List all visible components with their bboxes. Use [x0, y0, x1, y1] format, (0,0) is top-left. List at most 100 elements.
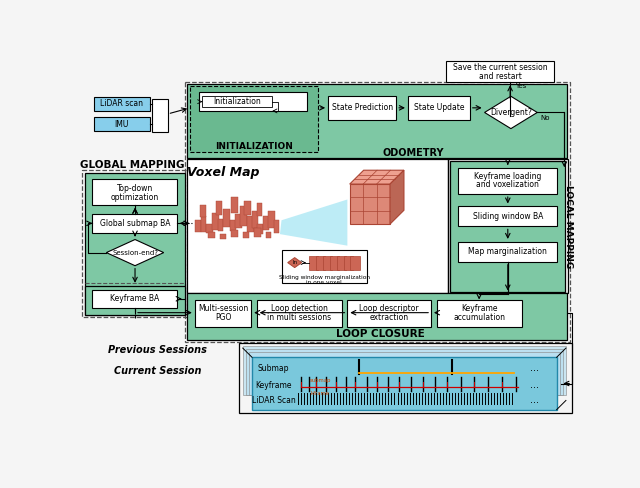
Bar: [328, 96, 396, 120]
Bar: [249, 352, 560, 395]
Text: submap: submap: [310, 378, 331, 383]
Text: Multi-session: Multi-session: [198, 305, 248, 313]
Bar: [446, 61, 554, 82]
Bar: [316, 256, 325, 269]
Text: GLOBAL MAPPING: GLOBAL MAPPING: [81, 160, 185, 170]
Text: in one voxel: in one voxel: [307, 280, 342, 285]
Bar: [246, 349, 563, 395]
Text: State Prediction: State Prediction: [332, 103, 393, 112]
Bar: [274, 220, 279, 233]
Polygon shape: [288, 258, 301, 267]
Text: optimization: optimization: [111, 193, 159, 202]
Bar: [187, 84, 566, 158]
Bar: [235, 214, 242, 228]
Bar: [94, 97, 150, 111]
Bar: [257, 224, 263, 234]
Text: PGO: PGO: [215, 313, 232, 322]
Bar: [230, 220, 236, 231]
Bar: [458, 242, 557, 262]
Bar: [201, 216, 206, 232]
Text: ODOMETRY: ODOMETRY: [383, 147, 444, 158]
Polygon shape: [106, 240, 164, 265]
Polygon shape: [349, 170, 404, 184]
Text: LOOP CLOSURE: LOOP CLOSURE: [337, 329, 425, 339]
Text: kframe: kframe: [311, 391, 330, 396]
Text: and voxelization: and voxelization: [476, 181, 540, 189]
Bar: [308, 256, 318, 269]
Bar: [195, 220, 201, 232]
Bar: [257, 203, 262, 216]
Bar: [451, 161, 565, 292]
Bar: [212, 213, 219, 229]
Bar: [184, 81, 570, 342]
Text: Top-down: Top-down: [117, 184, 153, 193]
Bar: [94, 117, 150, 131]
Bar: [241, 206, 246, 226]
Bar: [458, 206, 557, 226]
Text: In: In: [292, 260, 297, 265]
Text: Previous Sessions: Previous Sessions: [108, 345, 207, 355]
Bar: [223, 209, 230, 227]
Bar: [206, 224, 212, 233]
Bar: [344, 256, 353, 269]
Text: extraction: extraction: [370, 313, 409, 322]
Bar: [187, 293, 566, 340]
Text: Initialization: Initialization: [214, 97, 261, 106]
Text: Loop detection: Loop detection: [271, 305, 328, 313]
Bar: [84, 285, 184, 315]
Text: ...: ...: [530, 395, 539, 406]
Text: LiDAR scan: LiDAR scan: [100, 100, 143, 108]
Bar: [252, 211, 259, 228]
Bar: [200, 205, 205, 217]
Text: INITIALIZATION: INITIALIZATION: [215, 142, 293, 151]
Text: Yes: Yes: [516, 83, 527, 89]
Text: Sliding window marginalization: Sliding window marginalization: [278, 275, 370, 280]
Text: Session-end?: Session-end?: [112, 249, 158, 256]
Text: Global submap BA: Global submap BA: [100, 219, 170, 228]
Bar: [268, 211, 275, 228]
Bar: [216, 201, 222, 215]
Text: IMU: IMU: [115, 120, 129, 128]
Bar: [436, 300, 522, 326]
Bar: [195, 300, 252, 326]
Bar: [257, 300, 342, 326]
Bar: [408, 96, 470, 120]
Bar: [83, 170, 187, 317]
Bar: [254, 228, 261, 237]
Bar: [243, 232, 249, 238]
Bar: [244, 201, 250, 215]
Bar: [351, 256, 360, 269]
Bar: [263, 216, 269, 230]
Text: and restart: and restart: [479, 72, 522, 81]
Text: Loop descriptor: Loop descriptor: [360, 305, 419, 313]
Text: Submap: Submap: [258, 364, 289, 373]
Text: Keyframe BA: Keyframe BA: [111, 294, 159, 304]
Bar: [190, 86, 318, 152]
Bar: [349, 184, 390, 224]
Text: Map marginalization: Map marginalization: [468, 247, 547, 256]
Bar: [92, 214, 177, 233]
Bar: [92, 179, 177, 205]
Bar: [239, 344, 572, 413]
Text: Keyframe: Keyframe: [461, 305, 497, 313]
Text: ...: ...: [530, 380, 539, 390]
Text: Keyframe: Keyframe: [255, 381, 292, 389]
Text: Sliding window BA: Sliding window BA: [472, 212, 543, 221]
Bar: [458, 168, 557, 194]
Polygon shape: [484, 96, 537, 129]
Bar: [92, 289, 177, 308]
Bar: [152, 99, 168, 132]
Text: Current Session: Current Session: [114, 366, 201, 376]
Polygon shape: [390, 170, 404, 224]
Bar: [252, 357, 557, 410]
Bar: [266, 232, 271, 238]
Bar: [243, 346, 566, 395]
Bar: [282, 249, 367, 284]
Bar: [187, 159, 448, 293]
Text: in multi sessions: in multi sessions: [268, 313, 332, 322]
Bar: [337, 256, 346, 269]
Text: State Update: State Update: [413, 103, 464, 112]
Text: LiDAR Scan: LiDAR Scan: [252, 396, 296, 405]
Bar: [231, 229, 238, 237]
Text: Divergent?: Divergent?: [490, 108, 532, 117]
